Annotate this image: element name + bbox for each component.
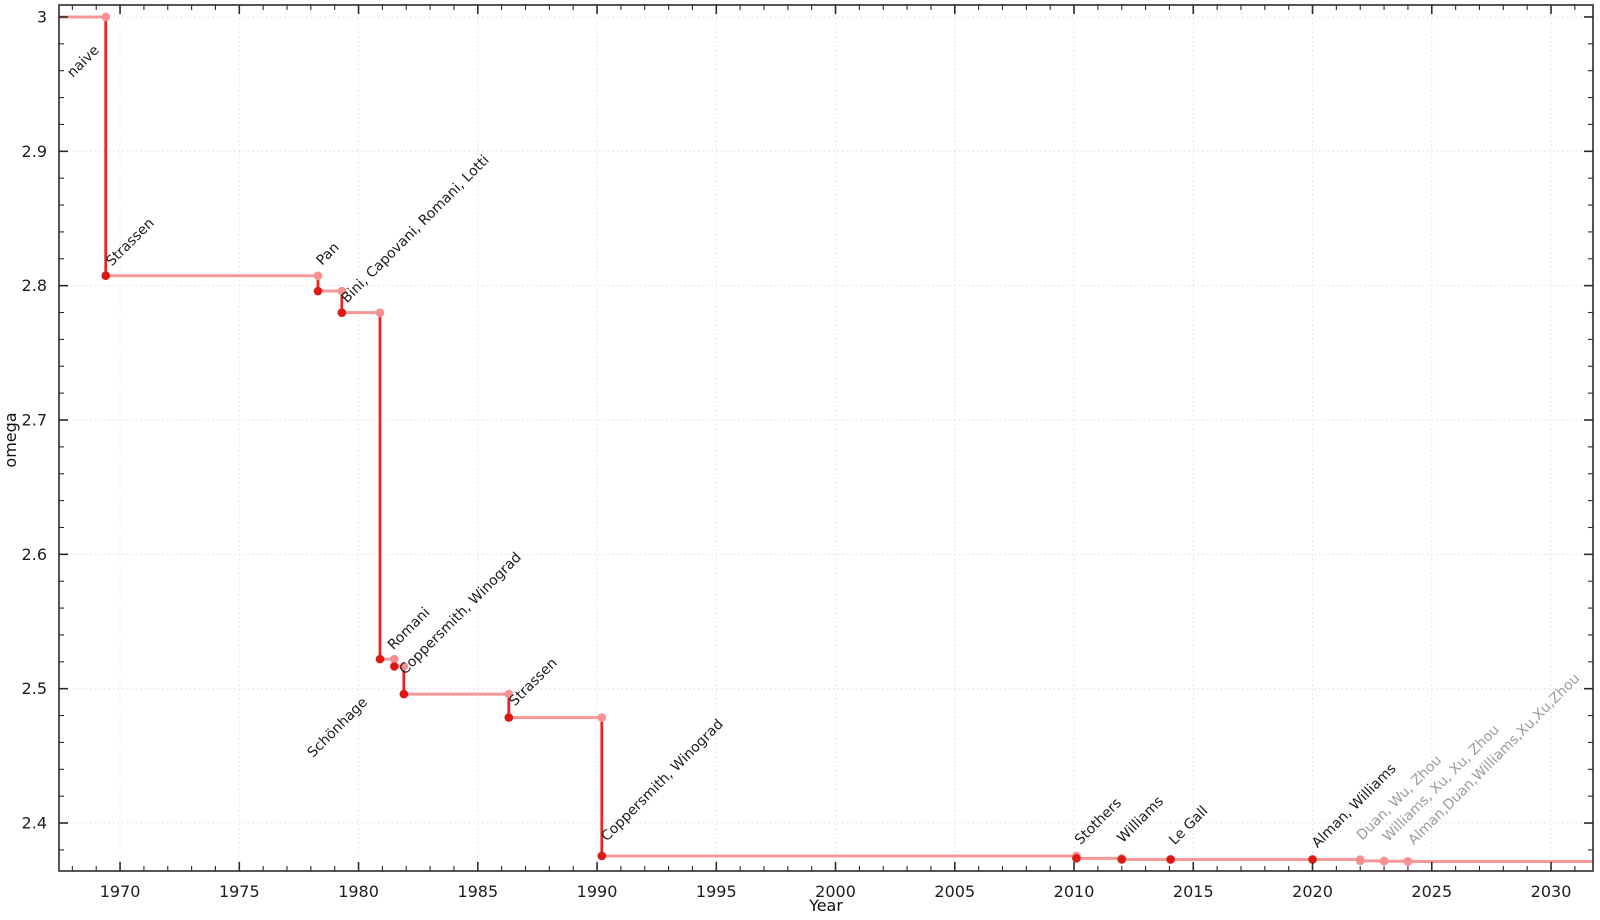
x-tick-label-1985: 1985	[457, 882, 498, 901]
data-point-bini-capovani-romani-lotti	[337, 308, 347, 317]
x-tick-label-2010: 2010	[1054, 882, 1095, 901]
annotation-naive: naive	[64, 42, 102, 80]
data-point-strassen	[504, 713, 514, 722]
y-tick-label-2.7: 2.7	[22, 410, 47, 429]
x-tick-label-2005: 2005	[934, 882, 975, 901]
data-point-strassen	[101, 271, 111, 281]
y-tick-label-2.6: 2.6	[22, 545, 47, 564]
x-tick-label-1975: 1975	[219, 882, 260, 901]
grid-layer	[59, 5, 1593, 871]
axes-frame-layer	[58, 4, 1594, 872]
x-tick-label-1970: 1970	[100, 882, 141, 901]
annotation-strassen: Strassen	[103, 215, 157, 269]
x-tick-label-1995: 1995	[696, 882, 737, 901]
data-point-pan	[313, 286, 323, 296]
annotation-williams-xu-xu-zhou: Williams, Xu, Xu, Zhou	[1380, 722, 1503, 845]
y-tick-label-2.4: 2.4	[22, 814, 47, 833]
step-corner-point	[597, 713, 607, 722]
annotation-coppersmith-winograd: Coppersmith, Winograd	[598, 716, 726, 844]
annotation-bini-capovani-romani-lotti: Bini, Capovani, Romani, Lotti	[338, 152, 492, 306]
step-corner-point	[504, 689, 514, 699]
annotation-le-gall: Le Gall	[1166, 803, 1211, 848]
y-axis-title: omega	[1, 412, 20, 467]
step-corner-point	[337, 286, 347, 296]
data-point-stothers	[1072, 854, 1081, 863]
y-tick-label-3: 3	[37, 7, 47, 26]
annotation-stothers: Stothers	[1072, 795, 1125, 848]
x-axis-title: Year	[808, 896, 843, 915]
data-point-sch-nhage	[375, 654, 385, 664]
x-tick-label-2015: 2015	[1173, 882, 1214, 901]
step-corner-point	[313, 271, 323, 281]
x-tick-label-2000: 2000	[815, 882, 856, 901]
annotation-pan: Pan	[314, 240, 343, 269]
step-corner-point	[399, 662, 409, 671]
data-point-romani	[390, 662, 399, 671]
data-point-le-gall	[1166, 855, 1175, 864]
y-tick-label-2.5: 2.5	[22, 679, 47, 698]
x-tick-label-1990: 1990	[577, 882, 618, 901]
series-layer	[59, 12, 1593, 866]
y-tick-label-2.8: 2.8	[22, 276, 47, 295]
x-tick-label-1980: 1980	[338, 882, 379, 901]
y-tick-label-2.9: 2.9	[22, 142, 47, 161]
data-point-coppersmith-winograd	[597, 851, 607, 861]
data-point-coppersmith-winograd	[399, 689, 409, 699]
annotation-williams: Williams	[1114, 794, 1167, 847]
data-point-alman-williams	[1308, 855, 1317, 864]
annotation-strassen: Strassen	[506, 655, 560, 709]
data-point-duan-wu-zhou	[1355, 856, 1365, 866]
step-corner-point	[390, 654, 399, 664]
data-point-williams-xu-xu-zhou	[1379, 856, 1389, 866]
data-point-alman-duan-williams-xu-xu-zhou	[1403, 857, 1413, 866]
data-point-williams	[1117, 855, 1127, 864]
step-corner-point	[375, 308, 385, 317]
x-tick-label-2020: 2020	[1292, 882, 1333, 901]
annotation-sch-nhage: Schönhage	[305, 695, 371, 761]
plot-frame	[58, 4, 1594, 872]
ticks-layer	[59, 5, 1593, 871]
x-tick-label-2025: 2025	[1411, 882, 1452, 901]
tick-labels-layer: 1970 1975 1980 1985 1990 1995 2000 2005 2010 2015…	[22, 7, 1572, 901]
step-corner-point	[101, 12, 111, 22]
x-tick-label-2030: 2030	[1531, 882, 1572, 901]
